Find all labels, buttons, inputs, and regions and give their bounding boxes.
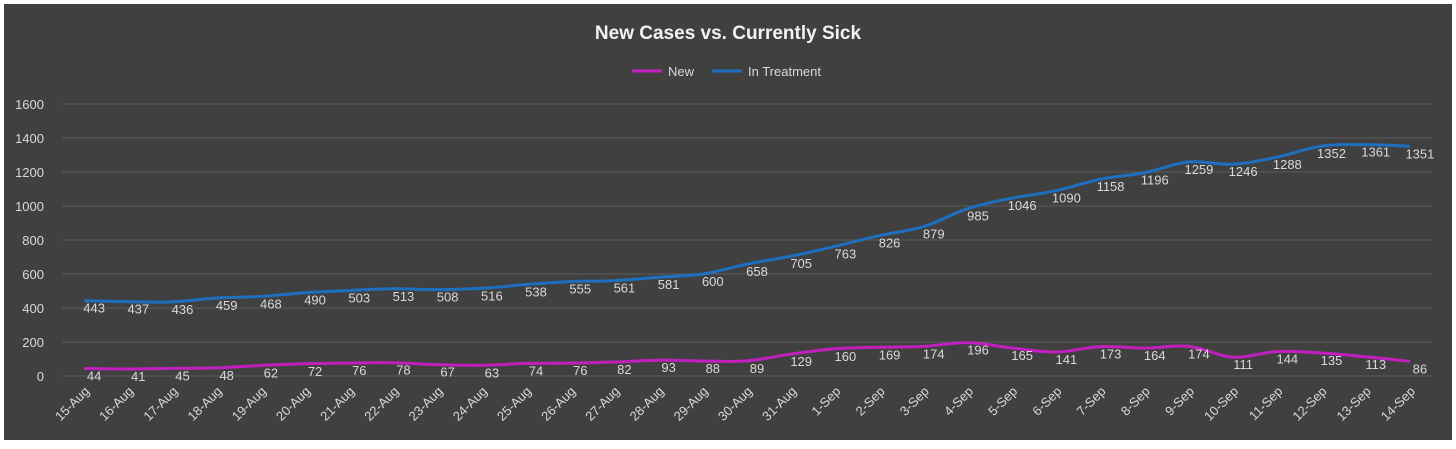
data-label-in-treatment: 443	[83, 301, 105, 316]
data-label-new: 113	[1365, 357, 1386, 372]
data-label-in-treatment: 436	[172, 302, 194, 317]
legend-label-in-treatment: In Treatment	[748, 64, 821, 79]
data-label-in-treatment: 826	[879, 236, 901, 251]
data-label-in-treatment: 555	[569, 282, 591, 297]
data-label-new: 86	[1413, 361, 1427, 376]
y-tick-label: 1000	[15, 199, 44, 214]
data-label-in-treatment: 513	[393, 289, 415, 304]
data-label-new: 48	[219, 368, 233, 383]
data-label-in-treatment: 763	[835, 246, 857, 261]
y-tick-label: 200	[22, 335, 44, 350]
data-label-in-treatment: 1361	[1361, 145, 1390, 160]
data-label-new: 78	[396, 363, 410, 378]
data-label-new: 173	[1100, 347, 1122, 362]
data-label-in-treatment: 1158	[1097, 179, 1125, 194]
data-label-in-treatment: 1090	[1052, 191, 1081, 206]
y-axis-ticks: 0 200 400 600 800 1000 1200 1400 1600	[15, 97, 44, 384]
data-label-in-treatment: 1351	[1405, 146, 1434, 161]
series-line-new	[84, 341, 1411, 371]
gridlines	[62, 103, 1432, 377]
data-label-new: 63	[485, 365, 499, 380]
data-label-new: 67	[440, 365, 454, 380]
data-label-new: 160	[835, 349, 857, 364]
data-label-new: 76	[352, 363, 366, 378]
y-tick-label: 400	[22, 301, 44, 316]
data-label-new: 169	[879, 347, 901, 362]
data-label-in-treatment: 879	[923, 227, 945, 242]
data-label-new: 174	[1188, 346, 1210, 361]
y-tick-label: 600	[22, 267, 44, 282]
data-label-in-treatment: 1196	[1141, 173, 1169, 188]
data-label-in-treatment: 538	[525, 285, 547, 300]
data-label-in-treatment: 1352	[1317, 146, 1346, 161]
y-tick-label: 0	[37, 369, 44, 384]
data-label-in-treatment: 1046	[1008, 198, 1037, 213]
data-label-new: 111	[1233, 357, 1253, 372]
data-label-in-treatment: 581	[658, 277, 680, 292]
data-label-new: 144	[1276, 352, 1298, 367]
series-line-in-treatment	[84, 143, 1410, 304]
data-label-new: 44	[87, 369, 101, 384]
data-label-new: 129	[790, 354, 812, 369]
series-lines	[84, 143, 1411, 371]
data-label-new: 165	[1011, 348, 1033, 363]
data-label-new: 76	[573, 363, 587, 378]
data-label-in-treatment: 1288	[1273, 157, 1302, 172]
data-label-new: 135	[1321, 353, 1343, 368]
data-label-in-treatment: 1259	[1184, 162, 1213, 177]
data-label-in-treatment: 705	[790, 256, 812, 271]
data-label-in-treatment: 508	[437, 290, 459, 305]
data-label-in-treatment: 490	[304, 293, 326, 308]
data-label-in-treatment: 985	[967, 209, 989, 224]
y-tick-label: 800	[22, 233, 44, 248]
y-tick-label: 1600	[15, 97, 44, 112]
data-label-new: 88	[706, 361, 720, 376]
legend: New In Treatment	[632, 64, 821, 79]
data-label-in-treatment: 600	[702, 274, 724, 289]
data-label-new: 72	[308, 364, 322, 379]
data-label-in-treatment: 516	[481, 288, 503, 303]
data-label-in-treatment: 658	[746, 264, 768, 279]
data-label-in-treatment: 437	[127, 302, 149, 317]
data-label-new: 41	[131, 369, 145, 384]
data-label-in-treatment: 459	[216, 298, 238, 313]
data-label-new: 82	[617, 362, 631, 377]
data-label-new: 196	[967, 343, 989, 358]
data-label-new: 141	[1056, 352, 1078, 367]
data-label-new: 74	[529, 363, 543, 378]
data-label-new: 45	[175, 368, 189, 383]
data-label-in-treatment: 468	[260, 296, 282, 311]
data-labels: 44 41 45 48 62 72 76 78 67 63 74 76 82 93 88 89 129 160 16…	[83, 145, 1434, 384]
y-tick-label: 1400	[15, 131, 44, 146]
data-label-in-treatment: 561	[614, 281, 636, 296]
data-label-new: 62	[264, 365, 278, 380]
legend-label-new: New	[668, 64, 695, 79]
data-label-new: 89	[750, 361, 764, 376]
chart-title: New Cases vs. Currently Sick	[595, 23, 862, 44]
data-label-new: 164	[1144, 348, 1166, 363]
y-tick-label: 1200	[15, 165, 44, 180]
data-label-in-treatment: 1246	[1229, 164, 1258, 179]
data-label-in-treatment: 503	[348, 290, 370, 305]
data-label-new: 174	[923, 346, 945, 361]
data-label-new: 93	[661, 360, 675, 375]
